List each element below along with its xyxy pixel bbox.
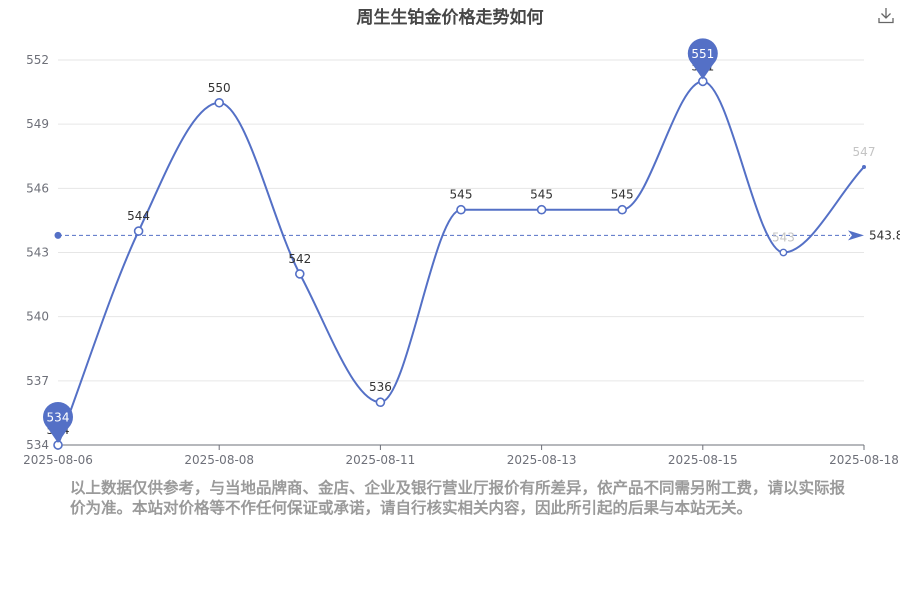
data-label: 542 bbox=[288, 252, 311, 266]
average-line-arrow bbox=[848, 230, 864, 241]
data-point bbox=[456, 204, 466, 215]
download-icon bbox=[878, 8, 894, 24]
y-tick-label: 540 bbox=[26, 310, 49, 324]
y-tick-label: 543 bbox=[26, 246, 49, 260]
disclaimer-text: 以上数据仅供参考，与当地品牌商、金店、企业及银行营业厅报价有所差异，依产品不同需… bbox=[70, 479, 846, 517]
data-point bbox=[133, 226, 144, 236]
data-point bbox=[214, 97, 224, 108]
y-tick-label: 549 bbox=[26, 117, 49, 131]
data-label: 547 bbox=[853, 145, 876, 159]
data-label: 545 bbox=[450, 188, 473, 202]
x-tick-label: 2025-08-08 bbox=[184, 453, 254, 467]
x-tick-label: 2025-08-11 bbox=[346, 453, 416, 467]
data-point bbox=[294, 269, 305, 279]
line-chart: 534 537 540 543 546 549 552 2025-08-06 2025-08-0… bbox=[23, 38, 900, 467]
download-button[interactable] bbox=[876, 6, 896, 26]
mark-point-pin bbox=[43, 402, 73, 432]
y-tick-label: 552 bbox=[26, 53, 49, 67]
data-point bbox=[375, 397, 386, 408]
data-point bbox=[617, 204, 628, 215]
point-layer bbox=[53, 76, 866, 450]
mark-point-tail bbox=[691, 63, 714, 80]
data-label: 543 bbox=[772, 231, 795, 245]
y-tick-label: 546 bbox=[26, 181, 49, 195]
chart-title: 周生生铂金价格走势如何 bbox=[356, 8, 544, 28]
data-point bbox=[862, 164, 866, 169]
x-tick-label: 2025-08-06 bbox=[23, 453, 93, 467]
data-point bbox=[779, 248, 788, 257]
data-label: 544 bbox=[127, 209, 150, 223]
series-line bbox=[57, 80, 865, 446]
y-tick-label: 534 bbox=[26, 438, 49, 452]
average-line-label: 543.8 bbox=[869, 228, 900, 242]
data-label: 536 bbox=[369, 380, 392, 394]
grid-layer bbox=[58, 59, 864, 382]
axis-layer: 534 537 540 543 546 549 552 2025-08-06 2025-08-0… bbox=[23, 53, 899, 467]
average-line-layer: 543.8 bbox=[54, 228, 900, 242]
mark-point-label: 551 bbox=[691, 47, 714, 61]
mark-point-pin bbox=[687, 38, 718, 69]
average-line-start bbox=[54, 231, 62, 239]
mark-point-tail bbox=[47, 427, 69, 443]
data-label: 545 bbox=[611, 188, 634, 202]
mark-point-label: 534 bbox=[47, 411, 70, 425]
data-label: 545 bbox=[530, 188, 553, 202]
x-tick-label: 2025-08-15 bbox=[668, 453, 738, 467]
x-tick-label: 2025-08-18 bbox=[829, 453, 899, 467]
data-point bbox=[536, 204, 547, 215]
y-tick-label: 537 bbox=[26, 374, 49, 388]
mark-point-layer: 551 534 bbox=[43, 38, 718, 443]
x-tick-label: 2025-08-13 bbox=[507, 453, 577, 467]
data-label: 550 bbox=[208, 81, 231, 95]
